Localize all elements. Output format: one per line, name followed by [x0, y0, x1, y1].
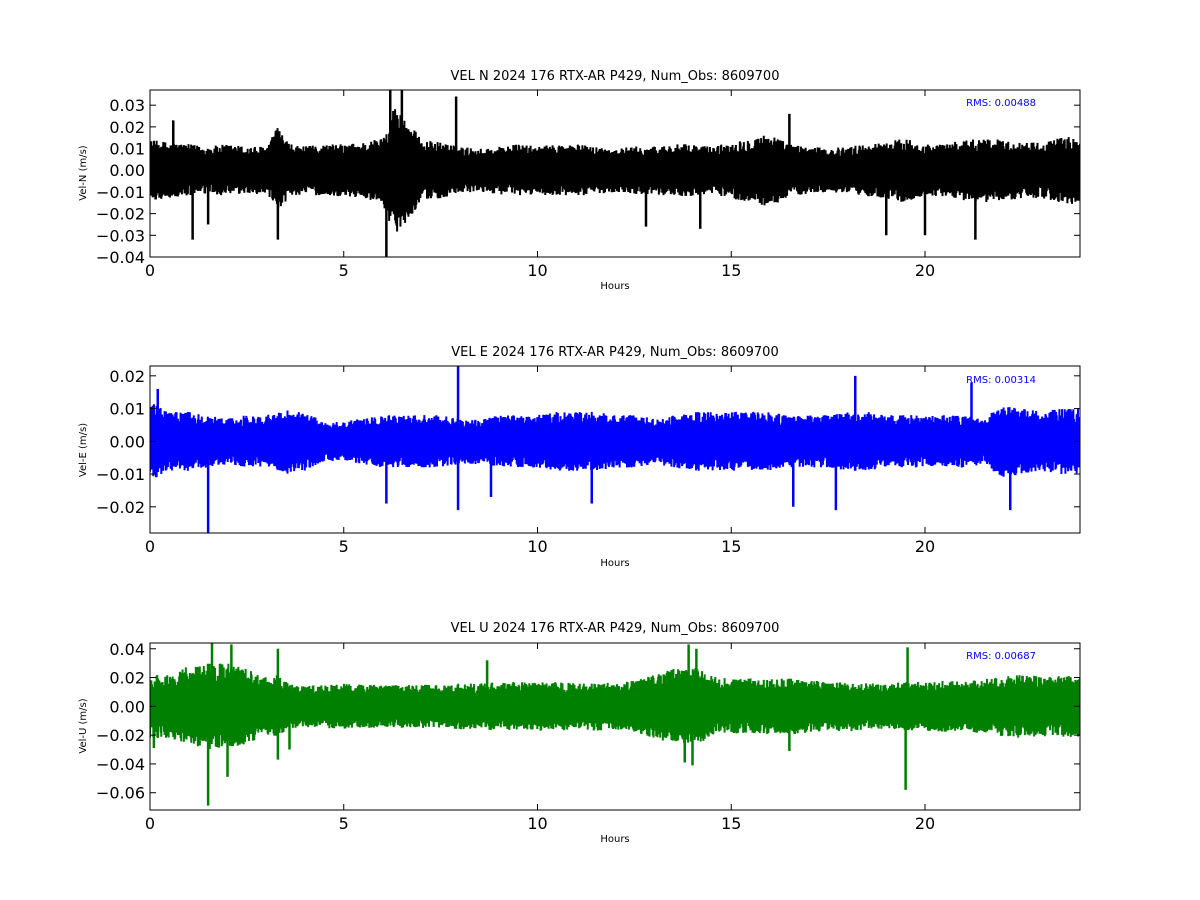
vel-u-panel: VEL U 2024 176 RTX-AR P429, Num_Obs: 860… — [78, 621, 1081, 845]
vel-e-title: VEL E 2024 176 RTX-AR P429, Num_Obs: 860… — [451, 345, 778, 360]
vel-n-ylabel: Vel-N (m/s) — [78, 145, 89, 200]
vel-u-x-tick-label: 15 — [721, 814, 741, 833]
vel-n-y-tick-label: 0.03 — [109, 96, 145, 115]
vel-n-y-tick-label: −0.02 — [96, 205, 145, 224]
vel-u-series-line — [150, 663, 1080, 750]
vel-e-xlabel: Hours — [600, 558, 629, 569]
vel-e-y-tick-label: 0.01 — [109, 400, 145, 419]
vel-u-xlabel: Hours — [600, 834, 629, 845]
vel-n-y-tick-label: −0.04 — [96, 248, 145, 267]
vel-u-x-tick-label: 0 — [145, 814, 155, 833]
vel-n-x-tick-label: 20 — [915, 261, 935, 280]
vel-e-y-tick-label: −0.01 — [96, 465, 145, 484]
vel-u-y-tick-label: 0.02 — [109, 669, 145, 688]
vel-e-x-tick-label: 5 — [339, 537, 349, 556]
vel-n-x-tick-label: 5 — [339, 261, 349, 280]
vel-u-y-tick-label: −0.06 — [96, 784, 145, 803]
vel-n-y-tick-label: 0.00 — [109, 161, 145, 180]
vel-u-ylabel: Vel-U (m/s) — [78, 698, 89, 753]
vel-e-x-tick-label: 0 — [145, 537, 155, 556]
vel-e-rms-annotation: RMS: 0.00314 — [966, 375, 1036, 386]
vel-e-panel: VEL E 2024 176 RTX-AR P429, Num_Obs: 860… — [78, 345, 1081, 569]
vel-e-series-line — [150, 404, 1080, 478]
vel-u-rms-annotation: RMS: 0.00687 — [966, 651, 1036, 662]
vel-n-y-tick-label: −0.01 — [96, 183, 145, 202]
vel-n-y-tick-label: 0.02 — [109, 118, 145, 137]
vel-e-y-tick-label: −0.02 — [96, 498, 145, 517]
vel-n-series-line — [150, 109, 1080, 232]
vel-e-y-tick-label: 0.00 — [109, 432, 145, 451]
vel-n-y-tick-label: −0.03 — [96, 226, 145, 245]
vel-n-axes-frame — [149, 89, 1081, 258]
vel-e-x-tick-label: 10 — [527, 537, 547, 556]
vel-u-title: VEL U 2024 176 RTX-AR P429, Num_Obs: 860… — [451, 621, 780, 636]
vel-n-title: VEL N 2024 176 RTX-AR P429, Num_Obs: 860… — [451, 69, 780, 84]
vel-u-y-tick-label: −0.02 — [96, 726, 145, 745]
vel-n-xlabel: Hours — [600, 281, 629, 292]
vel-u-x-tick-label: 5 — [339, 814, 349, 833]
vel-n-rms-annotation: RMS: 0.00488 — [966, 98, 1036, 109]
vel-e-x-tick-label: 15 — [721, 537, 741, 556]
vel-u-y-tick-label: 0.04 — [109, 640, 145, 659]
vel-n-x-tick-label: 15 — [721, 261, 741, 280]
vel-e-x-tick-label: 20 — [915, 537, 935, 556]
vel-e-y-tick-label: 0.02 — [109, 367, 145, 386]
vel-u-y-tick-label: 0.00 — [109, 697, 145, 716]
vel-n-x-tick-label: 10 — [527, 261, 547, 280]
vel-n-x-tick-label: 0 — [145, 261, 155, 280]
vel-n-panel: VEL N 2024 176 RTX-AR P429, Num_Obs: 860… — [78, 69, 1081, 292]
vel-u-x-tick-label: 20 — [915, 814, 935, 833]
vel-n-y-tick-label: 0.01 — [109, 140, 145, 159]
vel-e-axes-frame — [149, 365, 1081, 534]
vel-u-axes-frame — [149, 642, 1081, 811]
vel-u-x-tick-label: 10 — [527, 814, 547, 833]
vel-e-ylabel: Vel-E (m/s) — [78, 423, 89, 477]
vel-u-y-tick-label: −0.04 — [96, 755, 145, 774]
